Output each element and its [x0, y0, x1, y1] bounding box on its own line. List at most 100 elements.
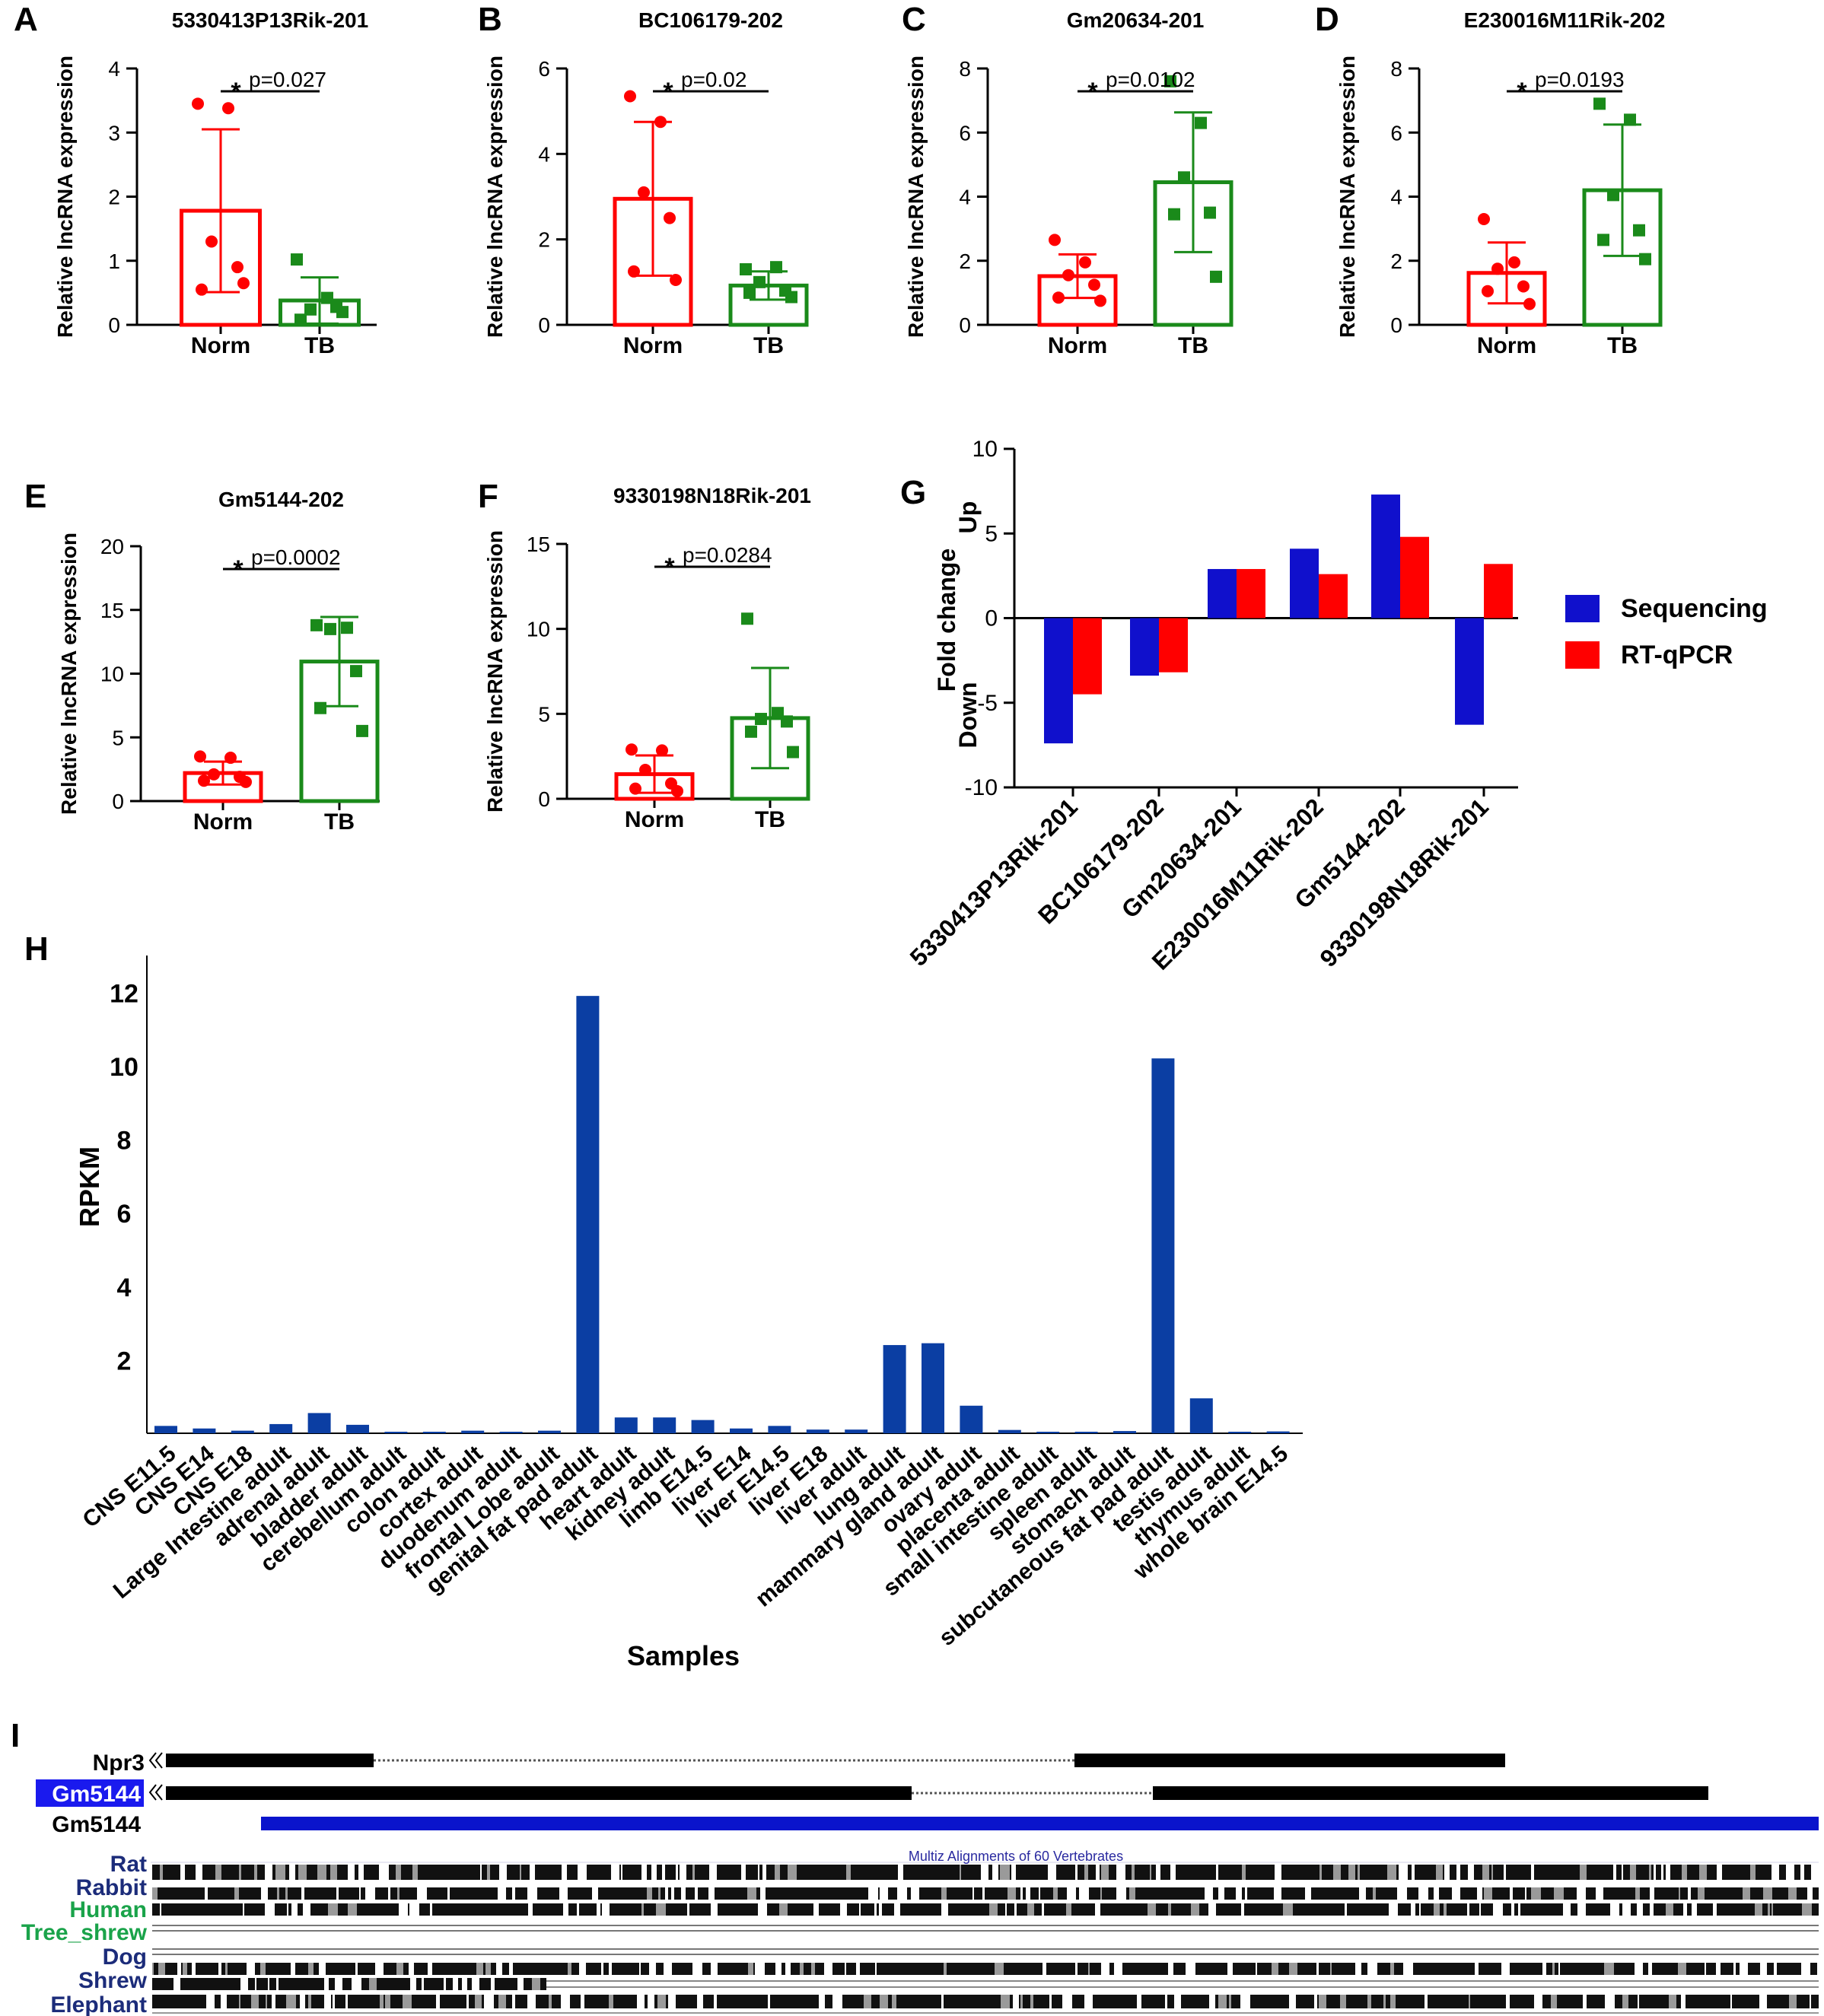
alignment-gap: [1316, 1963, 1319, 1975]
alignment-gap: [755, 1963, 765, 1975]
x-tick-label: TB: [753, 333, 784, 358]
alignment-gap: [1678, 1963, 1686, 1975]
alignment-gap: [648, 1995, 654, 2008]
alignment-gap: [369, 1978, 377, 1990]
alignment-gap: [1469, 1995, 1470, 2008]
alignment-gap: [410, 1978, 416, 1990]
alignment-gap: [1534, 1995, 1542, 2008]
y-tick-label: 4: [117, 1274, 132, 1302]
bar-rt-qpcr: [1073, 618, 1102, 695]
significance-star: *: [664, 553, 675, 582]
alignment-gap: [1800, 1865, 1804, 1880]
data-point: [1164, 75, 1176, 87]
alignment-gap: [639, 1963, 641, 1975]
alignment-gap: [336, 1887, 339, 1900]
alignment-gap: [1622, 1995, 1628, 2008]
alignment-gap: [1771, 1865, 1779, 1880]
bar: [883, 1345, 906, 1433]
alignment-gap: [568, 1963, 571, 1975]
alignment-gap: [1218, 1995, 1227, 2008]
data-point: [1210, 270, 1222, 283]
alignment-gap: [762, 1865, 766, 1880]
alignment-gap: [995, 1963, 1004, 1975]
alignment-gap: [158, 1963, 165, 1975]
alignment-gap: [1399, 1865, 1408, 1880]
alignment-gap: [1174, 1995, 1181, 2008]
alignment-gap: [388, 1887, 390, 1900]
alignment-gap: [1760, 1963, 1767, 1975]
y-tick-label: 2: [1390, 250, 1402, 273]
data-point: [654, 116, 667, 129]
bar: [1189, 1398, 1213, 1433]
alignment-gap: [409, 1903, 419, 1916]
alignment-gap: [880, 1887, 888, 1900]
bar-sequencing: [1371, 494, 1400, 618]
species-label: Shrew: [78, 1968, 148, 1993]
alignment-gap: [651, 1865, 657, 1880]
alignment-gap: [1810, 1995, 1811, 2008]
alignment-gap: [1763, 1887, 1772, 1900]
gene-label-gm5144: Gm5144: [52, 1812, 141, 1837]
data-point: [745, 725, 757, 738]
alignment-gap: [897, 1887, 907, 1900]
alignment-gap: [1807, 1887, 1813, 1900]
alignment-gap: [512, 1887, 515, 1900]
species-label: Dog: [103, 1944, 147, 1970]
alignment-gap: [1229, 1995, 1231, 2008]
alignment-gap: [265, 1903, 275, 1916]
y-tick-label: 0: [538, 787, 550, 811]
alignment-gap: [1683, 1903, 1687, 1916]
alignment-gap: [380, 1995, 384, 2008]
alignment-gap: [1101, 1865, 1109, 1880]
data-point: [192, 97, 204, 110]
alignment-gap: [1062, 1995, 1072, 2008]
alignment-gap: [1740, 1963, 1748, 1975]
alignment-gap: [1403, 1963, 1413, 1975]
alignment-gap: [1649, 1865, 1651, 1880]
alignment-gap: [1661, 1865, 1663, 1880]
alignment-gap: [1679, 1887, 1680, 1900]
data-point: [1624, 113, 1636, 126]
x-tick-label: TB: [1178, 333, 1208, 358]
alignment-gap: [1444, 1865, 1450, 1880]
alignment-gap: [1020, 1995, 1023, 2008]
alignment-gap: [775, 1963, 781, 1975]
data-point: [770, 261, 782, 274]
alignment-gap: [180, 1865, 185, 1880]
alignment-gap: [196, 1865, 202, 1880]
alignment-gap: [641, 1865, 647, 1880]
panel-d: E230016M11Rik-202 0 2 4 6 8 Relative lncRNA ex…: [1335, 8, 1665, 358]
y-tick-label: 0: [1390, 313, 1402, 337]
y-tick-label: 8: [117, 1127, 132, 1156]
alignment-gap: [748, 1963, 753, 1975]
alignment-gap: [160, 1903, 161, 1916]
alignment-gap: [708, 1887, 715, 1900]
data-point: [1049, 234, 1061, 246]
alignment-gap: [1635, 1887, 1640, 1900]
y-tick-label: 1: [108, 250, 120, 273]
exon-block: [166, 1754, 374, 1767]
y-tick-label: 4: [959, 186, 971, 209]
y-tick-label: 2: [117, 1347, 132, 1375]
y-tick-label: 4: [538, 142, 550, 166]
alignment-gap: [1511, 1903, 1514, 1916]
alignment-gap: [1186, 1963, 1195, 1975]
y-axis-label: Relative lncRNA expression: [904, 56, 928, 338]
alignment-gap: [846, 1865, 851, 1880]
alignment-gap: [1367, 1963, 1377, 1975]
data-point: [324, 622, 336, 635]
chart-title: BC106179-202: [638, 8, 783, 32]
alignment-gap: [1638, 1995, 1639, 2008]
alignment-gap: [496, 1963, 502, 1975]
data-point: [314, 701, 326, 714]
alignment-gap: [1330, 1963, 1332, 1975]
data-point: [664, 211, 676, 224]
alignment-gap: [1001, 1995, 1010, 2008]
significance-star: *: [1087, 78, 1098, 107]
panel-c: Gm20634-201 0 2 4 6 8 Relative lncRNA expressi…: [904, 8, 1234, 358]
panel-f: 9330198N18Rik-201 0 5 10 15 Relative lncRNA e…: [483, 484, 811, 832]
alignment-gap: [1170, 1865, 1176, 1880]
alignment-gap: [365, 1887, 375, 1900]
alignment-gap: [1604, 1963, 1614, 1975]
